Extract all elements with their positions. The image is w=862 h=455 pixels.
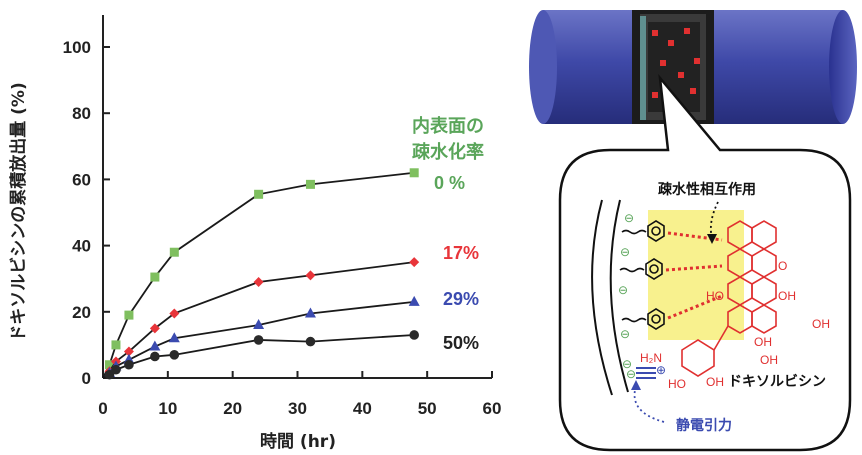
data-point: [305, 336, 316, 347]
series-label-29: 29%: [443, 289, 479, 309]
data-point: [305, 270, 316, 281]
y-axis-label: ドキソルビシンの累積放出量 (%): [8, 82, 29, 342]
data-point: [253, 277, 264, 288]
x-ticks: 0 10 20 30 40 50 60: [98, 371, 501, 418]
svg-text:O: O: [778, 259, 787, 273]
data-point: [409, 257, 420, 268]
svg-text:⊖: ⊖: [622, 357, 632, 371]
svg-text:OH: OH: [754, 335, 772, 349]
svg-text:H₂N: H₂N: [640, 351, 662, 365]
svg-text:OH: OH: [760, 353, 778, 367]
legend-title-line-1: 内表面の: [412, 115, 484, 137]
doxorubicin-label: ドキソルビシン: [728, 374, 826, 390]
x-tick-label: 20: [223, 399, 242, 418]
data-point: [150, 272, 160, 282]
data-point: [169, 308, 180, 319]
series-label-17: 17%: [443, 243, 479, 263]
data-point: [305, 179, 315, 189]
hydrophobic-interaction-label: 疎水性相互作用: [658, 181, 756, 198]
svg-text:⊖: ⊖: [620, 327, 630, 341]
x-tick-label: 10: [158, 399, 177, 418]
phenyl-group-icon: [619, 220, 665, 330]
nanotube-cylinder-icon: [529, 10, 857, 124]
data-point: [254, 189, 264, 199]
y-ticks: 0 20 40 60 80 100: [63, 38, 110, 388]
hydrophobic-zone: [648, 210, 744, 340]
electrostatic-arrowhead-icon: [631, 380, 641, 390]
y-tick-label: 80: [72, 104, 91, 123]
hydrophobic-arrow-icon: [709, 201, 719, 239]
svg-text:OH: OH: [778, 289, 796, 303]
series-label-0: 0 %: [434, 173, 465, 193]
legend-title-line-2: 疎水化率: [412, 141, 484, 163]
data-point: [409, 168, 419, 178]
series-line: [102, 171, 415, 379]
series-layer: [102, 168, 420, 380]
doxorubicin-structure-icon: [681, 220, 777, 377]
data-point: [111, 340, 121, 350]
release-chart: 0 20 40 60 80 100 0 10 20 30 40 50 60 ドキソルビシンの累積放出量…: [8, 15, 501, 452]
svg-text:⊕: ⊕: [656, 363, 666, 377]
y-tick-label: 20: [72, 303, 91, 322]
x-axis-label: 時間 (hr): [260, 431, 336, 452]
series-label-50: 50%: [443, 333, 479, 353]
data-point: [168, 332, 180, 343]
tube-wall-inner: [609, 199, 629, 393]
x-tick-label: 60: [483, 399, 502, 418]
svg-text:OH: OH: [706, 375, 724, 389]
electrostatic-hatch: [636, 367, 656, 379]
svg-text:⊖: ⊖: [618, 283, 628, 297]
y-tick-label: 100: [63, 38, 91, 57]
svg-text:HO: HO: [706, 289, 724, 303]
data-point: [124, 359, 134, 370]
x-tick-label: 30: [288, 399, 307, 418]
data-point: [150, 351, 160, 362]
chem-labels: O OH HO OH OH OH HO OH H₂N ⊕: [640, 259, 830, 391]
svg-text:⊖: ⊖: [624, 211, 634, 225]
svg-text:HO: HO: [668, 377, 686, 391]
tube-illustration: ⊖ ⊖ ⊖ ⊖ ⊖ ⊖ O OH H: [529, 10, 857, 452]
y-tick-label: 0: [82, 369, 91, 388]
y-tick-label: 60: [72, 170, 91, 189]
data-point: [409, 330, 420, 340]
data-point: [304, 307, 316, 318]
x-tick-label: 50: [418, 399, 437, 418]
electrostatic-attraction-label: 静電引力: [676, 417, 732, 434]
data-point: [169, 350, 180, 360]
x-tick-label: 0: [98, 399, 107, 418]
data-point: [123, 346, 134, 357]
interaction-dashes: [665, 231, 723, 320]
y-tick-label: 40: [72, 237, 91, 256]
data-point: [253, 319, 265, 330]
svg-text:⊖: ⊖: [620, 245, 630, 259]
data-point: [408, 295, 420, 306]
x-tick-label: 40: [353, 399, 372, 418]
svg-text:OH: OH: [812, 317, 830, 331]
data-point: [124, 310, 134, 320]
data-point: [169, 247, 179, 257]
data-point: [104, 369, 115, 380]
data-point: [149, 323, 160, 334]
hydrophobic-arrowhead-icon: [707, 234, 717, 244]
data-point: [149, 340, 161, 351]
tube-wall-outer: [591, 199, 613, 396]
series-0: [102, 168, 419, 379]
series-3: [102, 330, 420, 380]
negative-charge-icon: ⊖ ⊖ ⊖ ⊖ ⊖ ⊖: [618, 211, 636, 381]
svg-text:⊖: ⊖: [626, 367, 636, 381]
data-point: [111, 364, 121, 375]
data-point: [104, 360, 114, 370]
electrostatic-arrow-icon: [633, 385, 665, 423]
data-point: [253, 335, 264, 345]
